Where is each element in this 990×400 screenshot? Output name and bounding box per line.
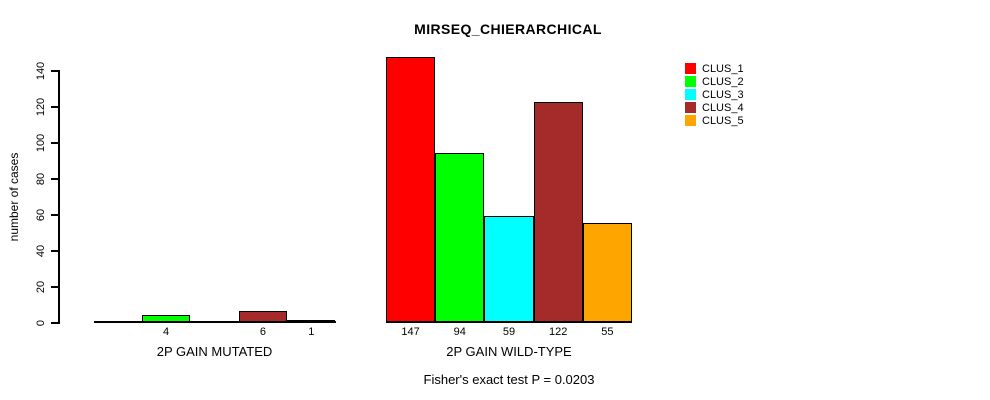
bar-clus_5-mutated [287, 320, 336, 322]
y-tick-label: 80 [35, 172, 47, 186]
y-tick-mark [51, 286, 59, 288]
y-tick-label: 0 [35, 319, 47, 327]
legend-label: CLUS_2 [702, 75, 744, 88]
y-tick-label: 40 [35, 244, 47, 258]
x-axis-baseline [93, 321, 336, 323]
x-axis-baseline [386, 321, 632, 323]
bar-value-label: 1 [308, 326, 315, 338]
bar-value-label: 94 [453, 326, 466, 338]
legend-swatch-icon [685, 89, 696, 100]
x-axis-group-label: 2P GAIN WILD-TYPE [446, 344, 572, 359]
legend-item-clus_1: CLUS_1 [685, 62, 744, 75]
bar-clus_2-mutated [141, 315, 191, 322]
chart-title: MIRSEQ_CHIERARCHICAL [414, 21, 602, 37]
y-tick-label: 120 [35, 97, 47, 117]
bar-value-label: 59 [502, 326, 516, 338]
y-tick-label: 60 [35, 208, 47, 222]
legend-label: CLUS_1 [702, 62, 744, 75]
y-tick-mark [51, 70, 59, 72]
bar-value-label: 147 [401, 326, 420, 338]
legend-swatch-icon [685, 102, 696, 113]
x-axis-group-label: 2P GAIN MUTATED [156, 344, 273, 359]
legend-swatch-icon [685, 76, 696, 87]
y-tick-mark [51, 214, 59, 216]
legend-label: CLUS_3 [702, 88, 744, 101]
y-tick-mark [51, 142, 59, 144]
bar-clus_4-mutated [238, 311, 288, 322]
y-tick-label: 100 [35, 133, 47, 153]
y-axis-label: number of cases [7, 152, 21, 242]
y-tick-mark [51, 250, 59, 252]
legend-swatch-icon [685, 115, 696, 126]
y-tick-label: 20 [35, 280, 47, 294]
legend-item-clus_2: CLUS_2 [685, 75, 744, 88]
legend-label: CLUS_5 [702, 114, 744, 127]
legend-item-clus_5: CLUS_5 [685, 114, 744, 127]
bar-clus_2-wildtype [435, 153, 485, 322]
y-tick-mark [51, 106, 59, 108]
bar-clus_5-wildtype [582, 223, 632, 322]
bar-clus_3-wildtype [484, 216, 534, 322]
y-tick-label: 140 [35, 61, 47, 81]
legend-swatch-icon [685, 63, 696, 74]
bar-clus_1-wildtype [386, 57, 436, 322]
y-tick-mark [51, 322, 59, 324]
fisher-test-annotation: Fisher's exact test P = 0.0203 [423, 372, 595, 387]
legend-item-clus_3: CLUS_3 [685, 88, 744, 101]
legend-item-clus_4: CLUS_4 [685, 101, 744, 114]
bar-clus_4-wildtype [533, 102, 583, 322]
bar-value-label: 4 [163, 326, 170, 338]
y-tick-mark [51, 178, 59, 180]
bar-value-label: 55 [601, 326, 614, 338]
legend: CLUS_1 CLUS_2 CLUS_3 CLUS_4 CLUS_5 [685, 62, 744, 127]
bar-value-label: 122 [549, 326, 568, 338]
legend-label: CLUS_4 [702, 101, 744, 114]
y-axis-line [58, 70, 60, 324]
bar-value-label: 6 [259, 326, 266, 338]
